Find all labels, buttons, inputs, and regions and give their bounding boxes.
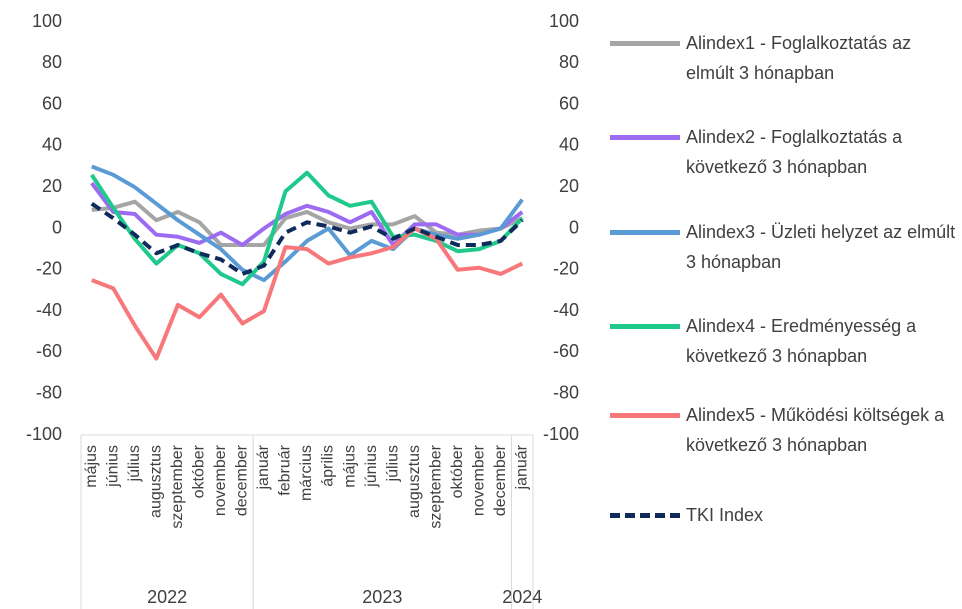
y2-tick-label: -60	[553, 341, 579, 361]
x-tick-label: szeptember	[169, 444, 186, 528]
x-tick-label: február	[277, 444, 294, 495]
y2-tick-label: 80	[559, 52, 579, 72]
y2-tick-label: -80	[553, 382, 579, 402]
x-tick-label: december	[234, 444, 251, 516]
group-label: 2024	[502, 587, 542, 607]
y-tick-label: 100	[32, 11, 62, 31]
y2-tick-label: 100	[549, 11, 579, 31]
y2-tick-label: 0	[569, 217, 579, 237]
y2-tick-label: 60	[559, 93, 579, 113]
x-tick-label: október	[449, 444, 466, 498]
x-tick-label: november	[470, 444, 487, 516]
group-label: 2022	[147, 587, 187, 607]
series-line	[91, 199, 524, 248]
series-line	[90, 181, 524, 248]
legend-label: TKI Index	[686, 505, 764, 525]
x-tick-label: január	[513, 444, 530, 490]
y-tick-label: 80	[42, 52, 62, 72]
x-tick-label: december	[492, 444, 509, 516]
legend-swatch	[610, 230, 680, 235]
y-tick-label: -40	[36, 300, 62, 320]
y-tick-label: 20	[42, 176, 62, 196]
legend-label: Alindex4 - Eredményesség a következő 3 h…	[686, 316, 917, 366]
y2-tick-label: 20	[559, 176, 579, 196]
legend-swatch	[610, 135, 680, 140]
x-tick-label: július	[384, 445, 401, 482]
series-line	[91, 164, 524, 283]
y2-tick-label: 40	[559, 135, 579, 155]
group-label: 2023	[362, 587, 402, 607]
x-tick-label: május	[341, 445, 358, 488]
legend-swatch	[610, 41, 680, 46]
legend-label: Alindex5 - Működési költségek a következ…	[686, 405, 945, 455]
y2-tick-label: -40	[553, 300, 579, 320]
y-tick-label: -60	[36, 341, 62, 361]
legend-label: Alindex2 - Foglalkoztatás a következő 3 …	[686, 127, 903, 177]
x-tick-label: január	[255, 444, 272, 490]
y-tick-label: 40	[42, 135, 62, 155]
x-tick-label: március	[298, 445, 315, 501]
y2-tick-label: -100	[543, 424, 579, 444]
y-tick-label: 60	[42, 93, 62, 113]
series-line	[91, 226, 524, 361]
legend-label: Alindex3 - Üzleti helyzet az elmúlt 3 hó…	[686, 222, 956, 272]
x-tick-label: július	[126, 445, 143, 482]
x-tick-label: június	[105, 445, 122, 488]
x-tick-label: június	[363, 445, 380, 488]
y-tick-label: -20	[36, 259, 62, 279]
y-tick-label: -100	[26, 424, 62, 444]
x-tick-label: október	[191, 444, 208, 498]
series-line	[90, 202, 524, 276]
legend-swatch	[610, 413, 680, 418]
series-line	[90, 170, 524, 287]
x-tick-label: augusztus	[148, 445, 165, 518]
legend-label: Alindex1 - Foglalkoztatás az elmúlt 3 hó…	[686, 33, 912, 83]
x-tick-label: május	[83, 445, 100, 488]
x-tick-label: augusztus	[406, 445, 423, 518]
legend-swatch	[610, 513, 680, 518]
x-tick-label: április	[320, 445, 337, 487]
x-tick-label: szeptember	[427, 444, 444, 528]
legend-swatch	[610, 324, 680, 329]
y-tick-label: -80	[36, 382, 62, 402]
y2-tick-label: -20	[553, 259, 579, 279]
y-tick-label: 0	[52, 217, 62, 237]
x-tick-label: november	[212, 444, 229, 516]
